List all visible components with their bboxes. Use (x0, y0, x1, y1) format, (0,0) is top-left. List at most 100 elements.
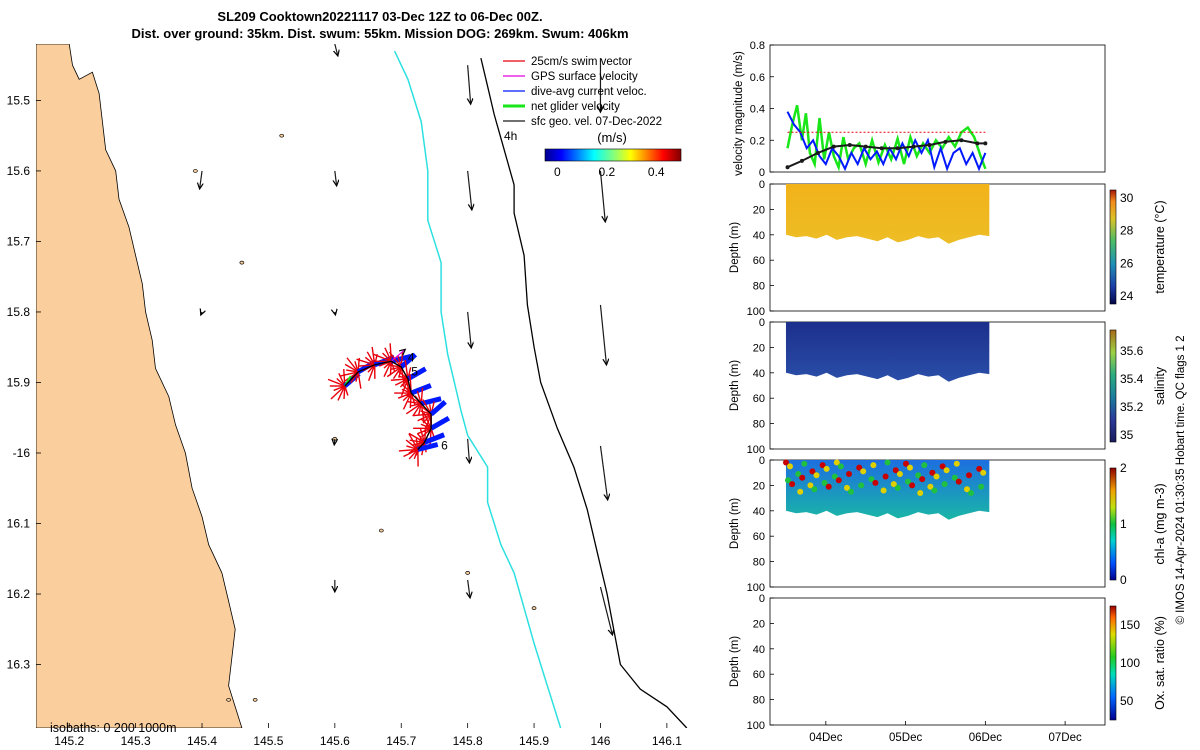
salinity-colorbar-label: salinity (1153, 366, 1167, 405)
swim-vector (407, 400, 422, 405)
chla-bloom-point (917, 490, 924, 496)
velocity-y-tick-label-4: 0.8 (750, 40, 765, 52)
chla-bloom-point (880, 487, 887, 494)
chla-colorbar-label: chl-a (mg m-3) (1153, 483, 1167, 564)
oxygen-colorbar (1109, 605, 1117, 721)
swim-vector (408, 448, 419, 460)
swim-vector (421, 427, 432, 438)
chla-bloom-point (955, 478, 962, 485)
geo-vector-4 (335, 170, 337, 186)
chla-colorbar (1109, 467, 1117, 581)
chla-bloom-point (833, 459, 840, 466)
colorbar (544, 148, 682, 162)
oxygen-colorbar-tick-0: 50 (1120, 694, 1134, 708)
chla-bloom-point (884, 459, 891, 466)
oxygen-y-tick-label-3: 60 (753, 669, 765, 681)
chla-bloom-point (941, 481, 948, 488)
gps-surface-velocity (390, 349, 405, 362)
swim-vector (386, 366, 402, 378)
chla-bloom-point (892, 467, 899, 474)
chla-bloom-point (907, 464, 913, 471)
swim-vector (364, 356, 376, 366)
temperature-y-tick-label-0: 0 (759, 179, 765, 191)
chla-bloom-point (837, 463, 844, 470)
chla-bloom-point (968, 490, 974, 496)
temperature-colorbar (1109, 189, 1117, 305)
velocity-point (975, 141, 980, 146)
swim-vector (337, 385, 346, 401)
chla-y-tick-label-5: 100 (747, 582, 765, 594)
chla-bloom-point (858, 482, 865, 489)
chla-bloom-point (966, 472, 972, 479)
swim-vector (389, 343, 392, 362)
chla-bloom-point (927, 483, 934, 490)
chla-bloom-point (835, 477, 842, 484)
swim-vector (356, 358, 375, 366)
velocity-y-tick-label-0: 0 (759, 167, 765, 179)
chla-y-tick-label-2: 40 (753, 506, 765, 518)
velocity-point (815, 150, 820, 155)
velocity-point (959, 138, 964, 143)
chla-bloom-point (846, 471, 852, 477)
legend-label-2: dive-avg current veloc. (531, 86, 647, 98)
swim-vector (422, 399, 432, 415)
salinity-ylabel: Depth (m) (729, 360, 741, 411)
chla-bloom-point (825, 483, 832, 490)
chla-bloom-point (821, 479, 828, 486)
island-8 (226, 697, 231, 702)
chla-bloom-point (931, 487, 938, 494)
chla-bloom-point (844, 484, 850, 491)
map-x-tick-label-7: 145.9 (519, 734, 549, 748)
dive-avg-current-vector (417, 442, 439, 452)
chla-bloom-point (943, 467, 950, 474)
figure-title-line2: Dist. over ground: 35km. Dist. swum: 55k… (131, 26, 629, 41)
swim-vector (367, 364, 376, 381)
oxygen-y-tick-label-0: 0 (759, 593, 765, 605)
colorbar-tick-2: 0.4 (648, 165, 665, 179)
swim-vector (339, 371, 359, 377)
isobaths-label: isobaths: 0 200 1000m (50, 721, 176, 735)
map-y-tick-label-3: 15.8 (7, 305, 31, 319)
velocity-point (983, 141, 988, 146)
dive-avg-current-vector (429, 415, 451, 431)
dive-avg-current-vector (390, 353, 412, 364)
island-4 (378, 528, 384, 533)
velocity-point (927, 143, 932, 148)
swim-vector (416, 390, 422, 404)
velocity-point (943, 139, 948, 144)
salinity-y-tick-label-3: 60 (753, 393, 765, 405)
chla-bloom-point (785, 477, 791, 484)
chla-bloom-point (978, 483, 985, 490)
oxygen-y-tick-label-1: 20 (753, 618, 765, 630)
island-6 (531, 606, 537, 610)
time-x-tick-label-3: 07Dec (1048, 732, 1081, 744)
geo-vector-9 (467, 311, 472, 348)
swim-vector (404, 360, 409, 380)
geo-vector-7 (201, 312, 202, 315)
chla-bloom-point (976, 465, 983, 472)
chla-bloom-point (890, 481, 897, 488)
velocity-point (895, 146, 900, 151)
chla-colorbar-tick-2: 2 (1120, 461, 1127, 475)
oxygen-axes (769, 597, 1106, 726)
chla-bloom-point (919, 476, 926, 483)
chla-y-tick-label-4: 80 (753, 557, 765, 569)
temperature-colorbar-tick-2: 28 (1120, 224, 1134, 238)
map-y-tick-label-1: 15.6 (7, 164, 31, 178)
geo-vector-6 (599, 170, 605, 222)
legend-label-0: 25cm/s swim vector (531, 56, 632, 68)
map-x-tick-label-0: 145.2 (54, 734, 84, 748)
chla-bloom-point (856, 464, 863, 471)
chla-y-tick-label-0: 0 (759, 455, 765, 467)
oxygen-colorbar-tick-2: 150 (1120, 618, 1140, 632)
swim-vector (343, 385, 346, 400)
dive-avg-current-vector (410, 383, 432, 396)
chla-y-tick-label-3: 60 (753, 531, 765, 543)
temperature-colorbar-label: temperature (°C) (1153, 200, 1167, 293)
swim-vector (406, 445, 419, 451)
temperature-section (785, 184, 990, 244)
oxygen-y-tick-label-2: 40 (753, 644, 765, 656)
chla-bloom-point (896, 471, 903, 477)
